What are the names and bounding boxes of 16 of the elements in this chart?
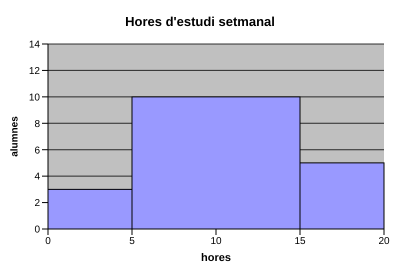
y-tick-label: 8	[34, 118, 40, 130]
y-tick-label: 14	[28, 40, 40, 51]
y-tick-label: 12	[28, 66, 40, 77]
x-tick-label: 20	[378, 236, 390, 248]
x-tick-label: 0	[45, 236, 52, 248]
x-tick-label: 5	[129, 236, 136, 248]
x-tick-label: 15	[294, 236, 306, 248]
y-tick-label: 2	[34, 198, 40, 210]
chart-title: Hores d'estudi setmanal	[124, 13, 276, 31]
x-axis-title: hores	[201, 252, 231, 264]
y-tick-label: 6	[34, 145, 40, 156]
y-tick-label: 10	[28, 92, 40, 104]
y-axis-title: alumnes	[10, 116, 21, 157]
y-tick-label: 0	[34, 224, 40, 236]
y-tick-label: 4	[34, 172, 40, 183]
x-tick-label: 10	[210, 236, 222, 248]
